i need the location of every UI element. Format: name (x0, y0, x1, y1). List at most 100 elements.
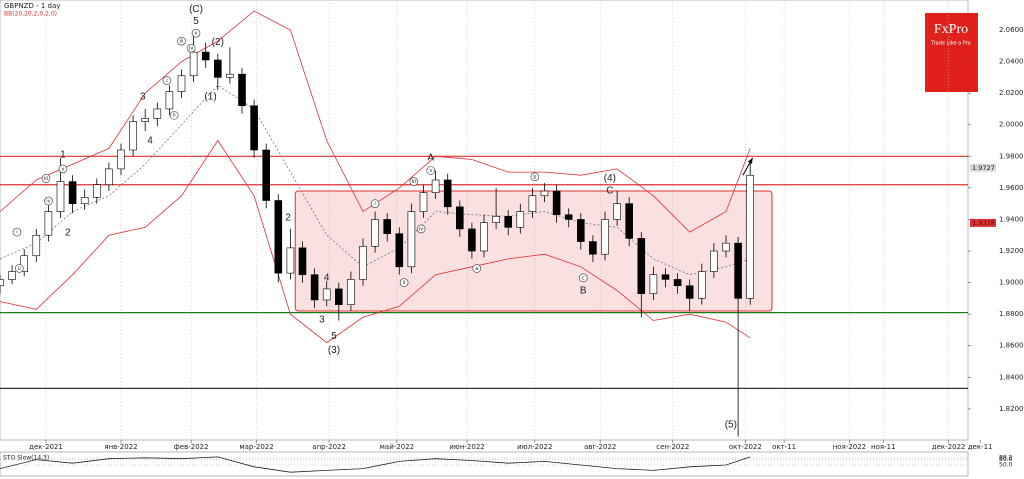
candle-body (419, 192, 428, 212)
wave-circle (426, 166, 436, 175)
x-tick-label: дек-2022 (932, 443, 966, 451)
wave-label: (1) (204, 92, 216, 103)
candle-body (68, 181, 77, 204)
x-tick-label: дек-2021 (29, 443, 63, 451)
x-tick-label: май-2022 (380, 443, 414, 451)
candle-body (165, 91, 174, 110)
candle-body (347, 279, 355, 306)
y-tick-label: 1.8600 (999, 342, 1024, 350)
candle-body (734, 242, 742, 299)
wave-circle (186, 43, 196, 53)
x-tick-label: окт-11 (772, 443, 796, 451)
candle-body (310, 274, 319, 301)
candle-body (20, 255, 29, 272)
y-tick-label: 1.9200 (999, 247, 1024, 255)
candle-body (722, 242, 730, 252)
candle-body (32, 234, 41, 257)
wave-circle (399, 278, 409, 287)
wave-circle (191, 28, 201, 38)
x-tick-label: сен-2022 (656, 443, 689, 451)
price-tag-label: 1.9727 (972, 164, 995, 172)
candle-body (298, 247, 307, 276)
logo-tagline: Trade Like a Pro (930, 41, 970, 47)
wave-label: (3) (328, 345, 340, 356)
candle-body (274, 200, 283, 274)
candle-body (613, 203, 621, 220)
wave-label: iii (412, 179, 416, 185)
oscillator-title: STO Slow(14,3) (3, 455, 49, 462)
wave-circle (472, 264, 482, 273)
candle-body (407, 211, 416, 268)
wave-label: ii (403, 280, 406, 286)
wave-label: 3 (140, 92, 146, 103)
candle-body (625, 203, 634, 239)
wave-circle (58, 164, 68, 174)
candle-body (93, 184, 101, 198)
candle-body (117, 149, 125, 170)
logo-box (925, 13, 978, 92)
candle-body (105, 168, 113, 186)
wave-label: A (427, 153, 434, 164)
oscillator-tick-label: 89.2 (999, 454, 1013, 461)
candle-body (576, 219, 585, 242)
arrow-head (747, 157, 753, 164)
candle-body (710, 250, 718, 272)
wave-circle (162, 76, 172, 85)
candle-body (661, 274, 670, 280)
band-line (0, 84, 751, 276)
wave-circle (169, 110, 179, 120)
brand-logo: FxPro Trade Like a Pro (925, 13, 978, 92)
wave-label: 4 (324, 273, 330, 284)
candle-body (238, 73, 246, 107)
candle-body (129, 121, 137, 151)
wave-label: v (195, 31, 198, 37)
wave-label: i (374, 201, 375, 207)
candle-body (0, 279, 4, 287)
wave-circle (370, 199, 380, 208)
y-tick-label: 2.0600 (999, 26, 1024, 34)
x-tick-label: янв-2022 (104, 443, 137, 451)
wave-circle (416, 224, 426, 234)
wave-label: iii (44, 176, 48, 182)
y-tick-label: 1.9000 (999, 279, 1024, 287)
wave-label: 1 (60, 150, 66, 161)
candle-body (443, 179, 452, 208)
candle-body (540, 190, 549, 197)
y-tick-label: 1.8400 (999, 373, 1024, 381)
candle-body (153, 108, 162, 119)
price-tag (970, 218, 996, 227)
wave-label: a (475, 266, 478, 272)
y-tick-label: 1.9400 (999, 215, 1024, 223)
candle-body (359, 245, 367, 280)
x-tick-label: июн-2022 (449, 443, 484, 451)
wave-label: 5 (331, 331, 337, 342)
band-line (0, 139, 751, 344)
candle-body (395, 233, 404, 268)
candle-body (250, 105, 258, 151)
candle-body (8, 271, 16, 280)
wave-label: 5 (193, 16, 199, 27)
price-tag-label: 1.9378 (972, 219, 995, 227)
wave-circle (409, 177, 419, 186)
candle-body (226, 73, 234, 78)
wave-label: b (533, 174, 536, 180)
candle-body (673, 279, 682, 287)
candle-body (56, 181, 65, 212)
y-tick-label: 2.0400 (999, 58, 1024, 66)
wave-circle (12, 227, 22, 237)
wave-label: c (582, 275, 585, 281)
wave-label: (C) (189, 4, 203, 15)
x-tick-label: мар-2022 (239, 443, 273, 451)
candle-body (80, 197, 89, 204)
candle-body (214, 59, 222, 78)
wave-label: i (166, 78, 167, 84)
candle-body (189, 51, 198, 77)
candle-body (334, 288, 343, 306)
y-tick-label: 2.0200 (999, 89, 1024, 97)
y-tick-label: 1.8800 (999, 310, 1024, 318)
wave-label: (2) (212, 37, 224, 48)
wave-circle (177, 36, 186, 46)
x-tick-label: ноя-11 (871, 443, 896, 451)
candle-body (44, 211, 53, 236)
